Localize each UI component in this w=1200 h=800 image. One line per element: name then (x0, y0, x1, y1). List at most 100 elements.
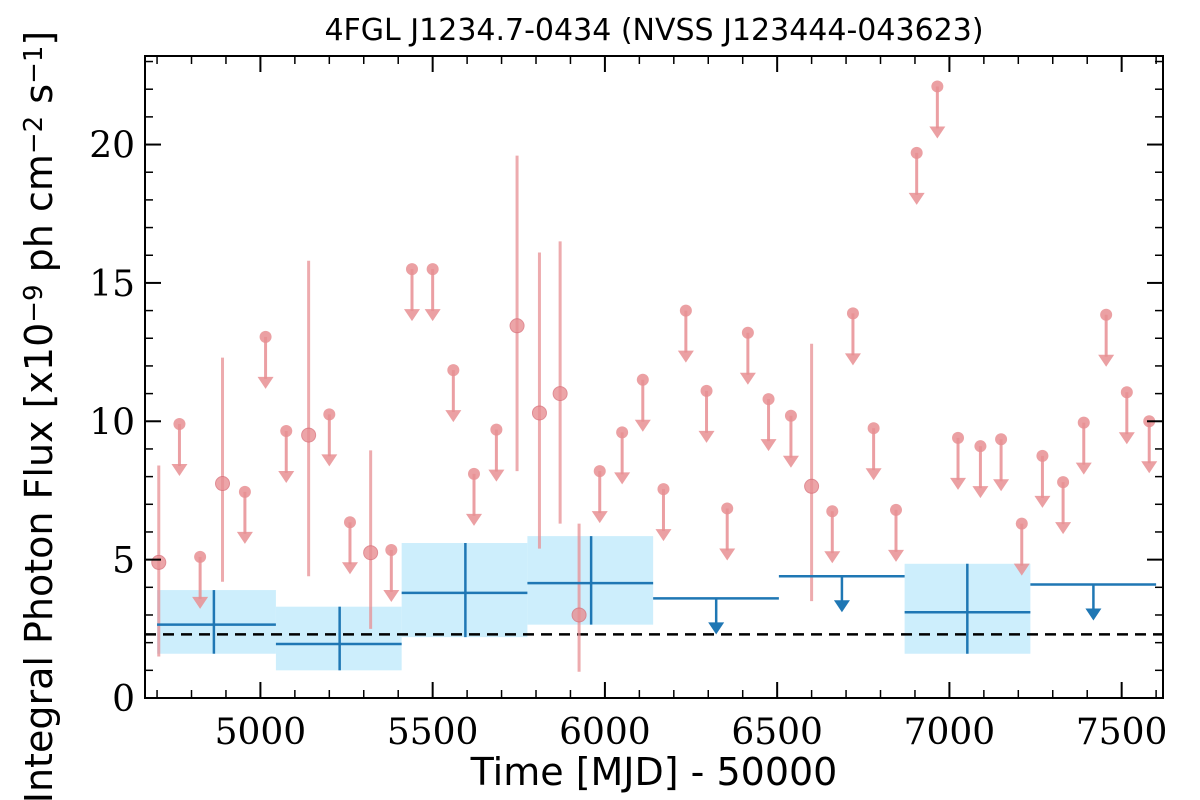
short-bin-marker (343, 516, 356, 529)
short-bin-marker (1015, 517, 1028, 530)
short-bin-marker (593, 465, 606, 478)
short-bin-marker (363, 545, 379, 561)
short-bin-marker (215, 476, 231, 492)
short-bin-upper-limit-arrow (677, 350, 694, 363)
short-bin-marker (467, 467, 480, 480)
y-tick-label: 15 (89, 264, 135, 305)
short-bin-upper-limit-arrow (192, 596, 209, 609)
short-bin-marker (531, 405, 547, 421)
x-axis-label: Time [MJD] - 50000 (470, 750, 838, 794)
short-bin-marker (846, 307, 859, 320)
short-bin-upper-limit-arrow (257, 376, 274, 389)
y-axis-label-mid: ph cm (17, 154, 61, 284)
long-bin-points (157, 536, 1157, 671)
short-bin-marker (931, 80, 944, 93)
short-bin-marker (784, 409, 797, 422)
short-bin-marker (151, 554, 167, 570)
short-bin-upper-limit-arrow (719, 548, 736, 561)
y-axis-label-end: ] (17, 31, 61, 46)
short-bin-marker (804, 478, 820, 494)
short-bin-marker (1100, 308, 1113, 321)
short-bin-upper-limit-arrow (760, 439, 777, 452)
short-bin-upper-limit-arrow (1118, 432, 1135, 445)
y-tick-label: 0 (112, 679, 135, 720)
short-bin-marker (952, 431, 965, 444)
short-bin-marker (509, 318, 525, 334)
short-bin-upper-limit-arrow (1013, 563, 1030, 576)
short-bin-marker (826, 505, 839, 518)
y-tick-label: 20 (89, 126, 135, 167)
short-bin-marker (910, 146, 923, 159)
long-bin-band (157, 590, 276, 654)
short-bin-marker (405, 263, 418, 276)
short-bin-marker (490, 423, 503, 436)
y-tick-label: 5 (112, 541, 135, 582)
short-bin-upper-limit-arrow (341, 562, 358, 575)
short-bin-marker (974, 440, 987, 453)
short-bin-marker (323, 408, 336, 421)
x-tick-label: 6000 (559, 712, 651, 753)
plot-frame (144, 55, 1164, 699)
short-bin-marker (447, 364, 460, 377)
short-bin-marker (280, 424, 293, 437)
y-axis-label-exp1: −9 (19, 284, 49, 322)
y-axis-label: Integral Photon Flux [x10−9 ph cm−2 s−1] (17, 31, 61, 800)
short-bin-upper-limit-arrow (698, 430, 715, 443)
short-bin-upper-limit-arrow (321, 454, 338, 467)
long-bin-upper-limit-arrow (833, 600, 850, 613)
short-bin-upper-limit-arrow (1098, 354, 1115, 367)
short-bin-marker (1036, 449, 1049, 462)
y-axis-label-exp3: −1 (19, 46, 49, 84)
short-bin-upper-limit-arrow (1055, 522, 1072, 535)
chart-title: 4FGL J1234.7-0434 (NVSS J123444-043623) (324, 13, 983, 48)
short-bin-upper-limit-arrow (888, 549, 905, 562)
short-bin-upper-limit-arrow (236, 531, 253, 544)
short-bin-points (151, 80, 1158, 672)
short-bin-upper-limit-arrow (591, 511, 608, 524)
short-bin-upper-limit-arrow (844, 353, 861, 366)
axis-ticks: 5000 5500 6000 6500 7000 7500 0 5 10 15 20 (89, 56, 1167, 753)
short-bin-marker (657, 483, 670, 496)
short-bin-marker (259, 330, 272, 343)
short-bin-upper-limit-arrow (424, 309, 441, 322)
short-bin-marker (1057, 476, 1070, 489)
long-bin-upper-limit-arrow (1085, 608, 1102, 621)
short-bin-upper-limit-arrow (634, 419, 651, 432)
short-bin-upper-limit-arrow (655, 529, 672, 542)
short-bin-upper-limit-arrow (782, 455, 799, 468)
short-bin-marker (426, 263, 439, 276)
short-bin-upper-limit-arrow (278, 470, 295, 483)
y-axis-label-exp2: −2 (19, 116, 49, 154)
short-bin-marker (385, 543, 398, 556)
short-bin-upper-limit-arrow (403, 309, 420, 322)
short-bin-upper-limit-arrow (445, 410, 462, 423)
short-bin-upper-limit-arrow (824, 551, 841, 564)
x-tick-label: 6500 (731, 712, 823, 753)
short-bin-marker (700, 384, 713, 397)
short-bin-marker (890, 503, 903, 516)
short-bin-marker (1077, 416, 1090, 429)
short-bin-upper-limit-arrow (950, 477, 967, 490)
x-tick-label: 5500 (387, 712, 479, 753)
short-bin-upper-limit-arrow (1141, 461, 1158, 474)
short-bin-marker (301, 427, 317, 443)
short-bin-upper-limit-arrow (1034, 495, 1051, 508)
y-axis-label-base: Integral Photon Flux [x10 (17, 323, 61, 800)
short-bin-marker (173, 418, 186, 431)
short-bin-marker (721, 502, 734, 515)
x-tick-label: 7000 (904, 712, 996, 753)
short-bin-marker (762, 393, 775, 406)
short-bin-upper-limit-arrow (171, 464, 188, 477)
long-bin-upper-limit-arrow (708, 622, 725, 635)
y-axis-label-mid2: s (17, 84, 61, 116)
short-bin-marker (552, 386, 568, 402)
short-bin-upper-limit-arrow (614, 472, 631, 485)
y-tick-label: 10 (89, 402, 135, 443)
short-bin-upper-limit-arrow (1075, 462, 1092, 475)
short-bin-marker (1120, 386, 1133, 399)
x-tick-label: 5000 (215, 712, 307, 753)
x-tick-label: 7500 (1076, 712, 1168, 753)
short-bin-upper-limit-arrow (972, 486, 989, 499)
short-bin-marker (636, 373, 649, 386)
short-bin-marker (571, 607, 587, 623)
